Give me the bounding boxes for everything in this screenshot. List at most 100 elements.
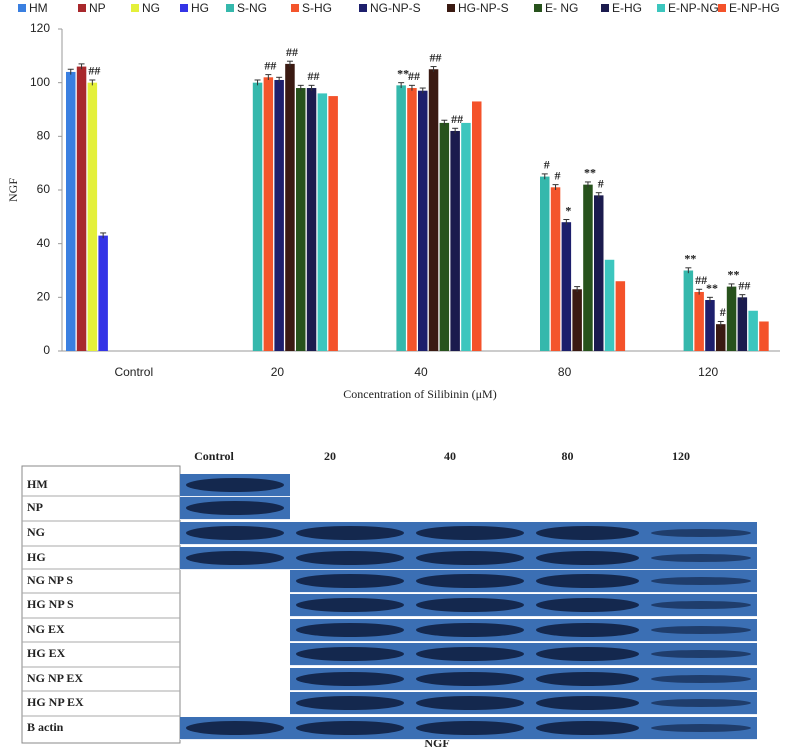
legend-swatch: [534, 4, 542, 12]
blot-band: [186, 501, 284, 515]
blot-band: [296, 672, 404, 686]
significance-mark: **: [584, 166, 596, 180]
bar: [306, 88, 317, 352]
legend-label: E-HG: [612, 1, 642, 15]
blot-row-label: HG: [27, 550, 46, 564]
legend-label: HG-NP-S: [458, 1, 509, 15]
blot-band: [416, 721, 524, 735]
blot-band: [651, 675, 751, 683]
significance-mark: **: [684, 252, 696, 266]
blot-column-label: 80: [562, 449, 574, 463]
blot-row-label: HM: [27, 477, 48, 491]
bar: [604, 259, 615, 351]
legend-label: E- NG: [545, 1, 578, 15]
legend-label: NG-NP-S: [370, 1, 421, 15]
legend-label: HG: [191, 1, 209, 15]
bar: [439, 122, 450, 352]
bar: [594, 195, 604, 351]
bar: [285, 63, 295, 352]
blot-band: [186, 721, 284, 735]
legend-swatch: [657, 4, 665, 12]
legend-swatch: [359, 4, 367, 12]
bar: [683, 270, 694, 351]
legend-swatch: [78, 4, 86, 12]
significance-mark: ##: [308, 69, 320, 83]
legend-swatch: [291, 4, 299, 12]
x-tick-label: 40: [414, 365, 428, 379]
bar: [418, 90, 428, 351]
bar: [737, 297, 748, 351]
bar: [87, 82, 98, 352]
legend-swatch: [18, 4, 26, 12]
blot-band: [296, 574, 404, 588]
blot-column-label: 120: [672, 449, 690, 463]
x-tick-label: 120: [698, 365, 718, 379]
significance-mark: #: [555, 168, 561, 182]
blot-band: [186, 526, 284, 540]
blot-band: [536, 623, 639, 637]
bar: [583, 184, 593, 351]
blot-column-label: 20: [324, 449, 336, 463]
blot-row-label: NG NP EX: [27, 671, 83, 685]
blot-band: [416, 526, 524, 540]
y-tick-label: 60: [37, 182, 51, 196]
bar: [76, 66, 87, 352]
blot-band: [651, 626, 751, 634]
blot-band: [296, 721, 404, 735]
legend-swatch: [718, 4, 726, 12]
blot-band: [536, 526, 639, 540]
bar: [461, 122, 471, 352]
legend-label: NP: [89, 1, 106, 15]
blot-row-label: HG NP S: [27, 597, 74, 611]
significance-mark: ##: [695, 273, 707, 287]
blot-band: [651, 724, 751, 732]
bar: [705, 300, 715, 351]
legend-swatch: [226, 4, 234, 12]
blot-band: [296, 526, 404, 540]
bar: [550, 187, 561, 351]
y-tick-label: 40: [37, 236, 51, 250]
blot-band: [416, 672, 524, 686]
bar: [716, 324, 726, 351]
legend-swatch: [131, 4, 139, 12]
x-tick-label: 80: [558, 365, 572, 379]
blot-band: [536, 598, 639, 612]
significance-mark: **: [397, 66, 409, 80]
bar: [561, 222, 572, 351]
x-tick-label: 20: [271, 365, 285, 379]
significance-mark: #: [720, 305, 726, 319]
y-axis-label: NGF: [6, 178, 20, 202]
bar: [450, 130, 460, 351]
blot-row-label: NP: [27, 500, 43, 514]
bar: [407, 88, 417, 352]
legend-swatch: [601, 4, 609, 12]
blot-band: [416, 696, 524, 710]
blot-band: [296, 696, 404, 710]
legend-label: HM: [29, 1, 48, 15]
significance-mark: #: [544, 158, 550, 172]
significance-mark: ##: [430, 50, 442, 64]
bar: [759, 321, 769, 351]
blot-band: [416, 598, 524, 612]
bar: [748, 310, 758, 351]
blot-band: [651, 650, 751, 658]
legend-label: E-NP-HG: [729, 1, 780, 15]
blot-band: [536, 574, 639, 588]
blot-band: [296, 647, 404, 661]
legend-label: E-NP-NG: [668, 1, 719, 15]
blot-band: [416, 574, 524, 588]
bar: [396, 85, 406, 351]
bar: [726, 286, 737, 351]
y-tick-label: 100: [30, 75, 50, 89]
blot-band: [296, 623, 404, 637]
significance-mark: #: [598, 176, 604, 190]
blot-band: [651, 554, 751, 562]
bar: [472, 101, 482, 351]
blot-band: [651, 601, 751, 609]
blot-column-label: 40: [444, 449, 456, 463]
significance-mark: ##: [451, 112, 463, 126]
blot-row-label: NG EX: [27, 622, 65, 636]
blot-band: [536, 721, 639, 735]
legend-label: NG: [142, 1, 160, 15]
y-tick-label: 120: [30, 21, 50, 35]
